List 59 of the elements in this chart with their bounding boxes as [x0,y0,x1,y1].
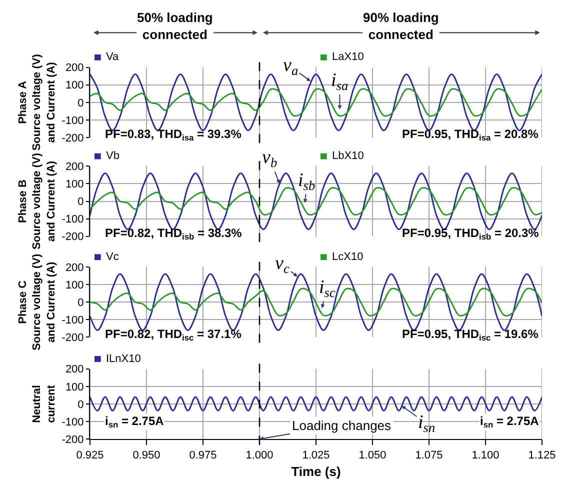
y-tick-label: 100 [65,279,84,292]
y-axis-title: Neutral current [31,384,58,423]
legend-label: ILnX10 [106,353,141,365]
y-tick-label: 100 [65,80,84,92]
legend-label: Vb [106,150,120,162]
y-tick-label: -200 [62,132,84,144]
y-tick-label: -100 [62,416,84,428]
y-tick-label: 0 [78,97,84,110]
annotation: i$_{sn}$ = 2.75A [105,414,164,430]
legend-label: Va [106,51,120,63]
x-tick-label: 1.125 [528,449,556,462]
legend-label: LcX10 [332,251,364,263]
text: 90% loading connected [363,10,439,42]
legend-label: LbX10 [332,150,364,162]
y-tick-label: -200 [62,231,84,244]
annotation: i$_{sn}$ [418,412,436,435]
x-tick-label: 0.950 [132,449,160,462]
text: 50% loading connected [137,10,213,42]
annotation: PF=0.95, THD$_{isc}$ = 19.6% [402,327,539,343]
annotation: i$_{sb}$ [298,170,316,193]
annotation: PF=0.82, THD$_{isc}$ = 37.1% [105,327,242,343]
annotation: v$_{b}$ [262,147,278,170]
y-axis-title: Phase C Source voltage (V) and Current (A) [16,254,58,350]
x-axis-title: Time (s) [291,464,341,479]
ref-line-label: Loading changes [292,418,392,433]
y-tick-label: 200 [65,161,84,174]
annotation: i$_{sc}$ [319,277,336,300]
y-tick-label: -200 [62,332,84,344]
legend-label: LaX10 [332,51,364,63]
y-tick-label: 200 [65,364,84,376]
y-tick-label: 100 [65,381,84,394]
legend-label: Vc [106,251,120,263]
x-tick-label: 1.075 [415,449,443,462]
annotation: PF=0.95, THD$_{isa}$ = 20.8% [402,127,539,143]
x-tick-label: 1.050 [358,449,386,462]
y-tick-label: -100 [62,114,84,127]
annotation: v$_{a}$ [283,55,298,78]
annotation: PF=0.95, THD$_{isb}$ = 20.3% [402,226,540,242]
y-axis-title: Phase B Source voltage (V) and Current (A) [16,152,58,250]
y-tick-label: 0 [78,296,84,309]
annotation: i$_{sa}$ [331,70,348,93]
y-tick-label: 200 [65,262,84,274]
y-tick-label: -100 [62,314,84,327]
x-tick-label: 1.025 [302,449,330,462]
x-tick-label: 0.925 [76,449,104,462]
x-tick-label: 0.975 [189,449,217,462]
y-tick-label: 100 [65,178,84,191]
annotation: PF=0.83, THD$_{isa}$ = 39.3% [105,127,242,143]
x-tick-label: 1.100 [472,449,500,462]
y-tick-label: -200 [62,434,84,446]
x-tick-label: 1.000 [246,449,274,462]
annotation: i$_{sn}$ = 2.75A [480,414,540,430]
y-axis-title: Phase A Source voltage (V) and Current (A) [16,54,58,151]
y-tick-label: 200 [65,62,84,74]
y-tick-label: 0 [78,196,84,208]
annotation: v$_{c}$ [275,253,290,276]
y-tick-label: -100 [62,214,84,226]
y-tick-label: 0 [78,398,84,411]
annotation: PF=0.82, THD$_{isb}$ = 38.3% [105,226,242,242]
